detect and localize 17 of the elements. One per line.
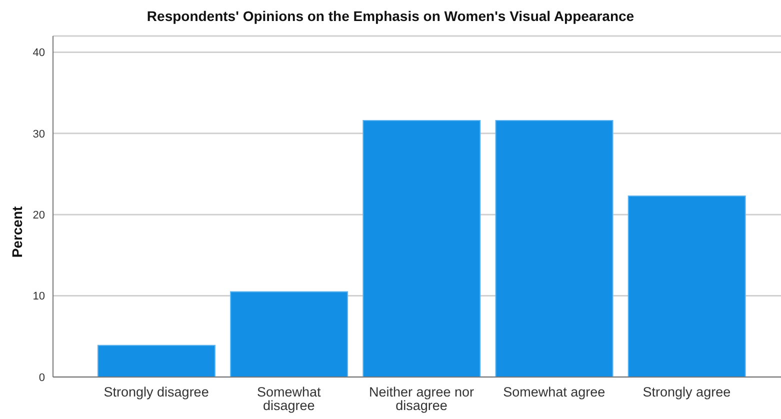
bar	[230, 291, 348, 377]
y-tick-label: 0	[38, 372, 45, 384]
x-tick-label: Somewhat agree	[503, 384, 606, 400]
bar	[362, 120, 481, 377]
y-axis-title: Percent	[9, 206, 25, 258]
y-tick-label: 40	[32, 47, 45, 60]
y-tick-label: 20	[32, 210, 45, 222]
y-tick-label: 10	[32, 290, 45, 303]
chart-title: Respondents' Opinions on the Emphasis on Women's Visual Appearance	[146, 8, 636, 24]
bar	[97, 344, 216, 377]
x-tick-label: Neither agree nor disagree	[368, 384, 475, 413]
bar	[495, 120, 614, 377]
x-tick-label: Somewhat disagree	[257, 384, 322, 413]
y-tick-label: 30	[32, 128, 45, 140]
x-tick-label: Strongly agree	[642, 384, 731, 400]
x-tick-label: Strongly disagree	[104, 384, 209, 400]
bar	[628, 195, 746, 377]
